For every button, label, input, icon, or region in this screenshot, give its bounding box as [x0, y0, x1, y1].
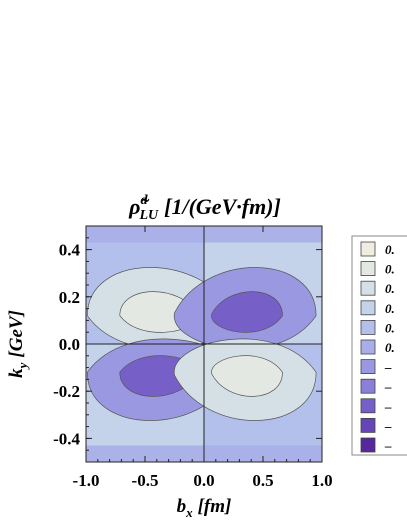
legend-label: –	[384, 379, 392, 394]
x-tick-label: 0.0	[193, 471, 214, 490]
legend-swatch	[360, 241, 376, 257]
y-tick-label: -0.2	[53, 382, 80, 401]
axes: -1.0 -0.5 0.0 0.5 1.0 0.4 0.2 0.0 -0.2 -0.4	[53, 225, 333, 490]
legend-swatch	[360, 339, 376, 355]
legend-label: 0.	[385, 281, 395, 296]
legend-label: 0.	[385, 242, 395, 257]
contour-upper-right-level-1	[211, 291, 283, 333]
legend: 0. 0. 0. 0. 0. 0. – – – – –	[351, 235, 407, 456]
legend-swatch	[360, 319, 376, 335]
x-axis-label: bx [fm]	[177, 496, 232, 520]
title-superscript: d	[140, 193, 148, 208]
legend-label: –	[384, 418, 392, 433]
legend-swatch	[360, 378, 376, 394]
x-tick-label: -1.0	[73, 471, 100, 490]
contour-layer	[86, 226, 322, 462]
y-axis-label: ky[GeV]	[6, 310, 30, 378]
x-tick-label: 1.0	[311, 471, 332, 490]
plot-area	[86, 226, 322, 462]
x-tick-label: 0.5	[252, 471, 273, 490]
legend-swatch	[360, 261, 376, 277]
legend-label: 0.	[385, 301, 395, 316]
title-units: [1/(GeV·fm)]	[164, 194, 281, 219]
legend-label: 0.	[385, 320, 395, 335]
legend-label: 0.	[385, 340, 395, 355]
legend-label: –	[384, 360, 392, 375]
y-tick-label: 0.0	[59, 335, 80, 354]
chart-title: ρ̃d LU [1/(GeV·fm)]	[128, 193, 281, 223]
legend-label: –	[384, 399, 392, 414]
title-subscript: LU	[138, 208, 159, 223]
legend-swatch	[360, 280, 376, 296]
y-tick-label: 0.2	[59, 288, 80, 307]
legend-box	[351, 235, 407, 456]
legend-swatch	[360, 359, 376, 375]
legend-swatch	[360, 417, 376, 433]
y-tick-label: -0.4	[53, 429, 80, 448]
legend-swatch	[360, 437, 376, 453]
legend-swatch	[360, 398, 376, 414]
legend-label: –	[384, 438, 392, 453]
legend-label: 0.	[385, 262, 395, 277]
contour-lower-right-level-1	[211, 355, 283, 397]
y-tick-label: 0.4	[59, 241, 81, 260]
x-tick-label: -0.5	[132, 471, 159, 490]
legend-swatch	[360, 300, 376, 316]
